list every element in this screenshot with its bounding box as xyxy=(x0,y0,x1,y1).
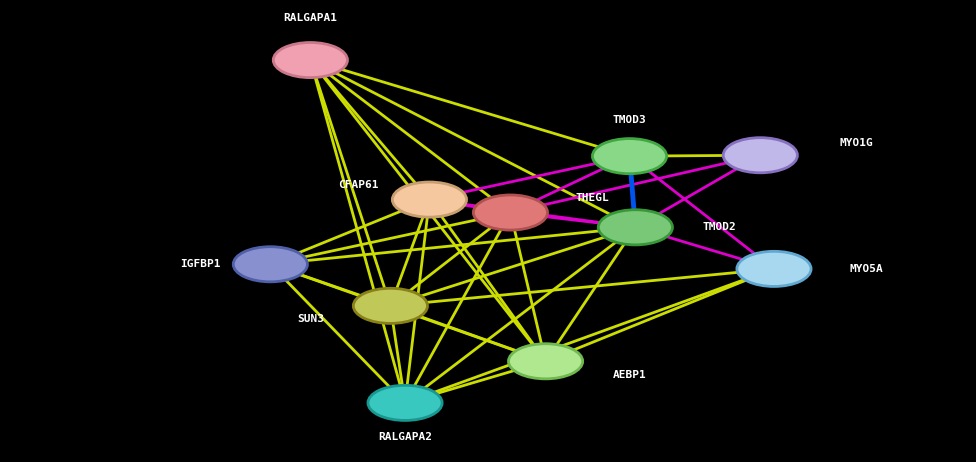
Text: MYO5A: MYO5A xyxy=(849,264,883,274)
Circle shape xyxy=(233,247,307,282)
Text: MYO1G: MYO1G xyxy=(839,138,874,148)
Text: AEBP1: AEBP1 xyxy=(613,370,647,380)
Circle shape xyxy=(353,288,427,323)
Circle shape xyxy=(598,210,672,245)
Text: IGFBP1: IGFBP1 xyxy=(181,259,221,269)
Circle shape xyxy=(737,251,811,286)
Text: TMOD2: TMOD2 xyxy=(703,222,737,232)
Circle shape xyxy=(273,43,347,78)
Text: TMOD3: TMOD3 xyxy=(613,115,646,125)
Circle shape xyxy=(592,139,667,174)
Text: THEGL: THEGL xyxy=(576,193,610,203)
Text: SUN3: SUN3 xyxy=(297,314,324,324)
Text: RALGAPA2: RALGAPA2 xyxy=(378,432,432,442)
Circle shape xyxy=(723,138,797,173)
Circle shape xyxy=(508,344,583,379)
Circle shape xyxy=(392,182,467,217)
Circle shape xyxy=(473,195,548,230)
Circle shape xyxy=(368,385,442,420)
Text: RALGAPA1: RALGAPA1 xyxy=(283,13,338,24)
Text: CFAP61: CFAP61 xyxy=(339,180,379,190)
